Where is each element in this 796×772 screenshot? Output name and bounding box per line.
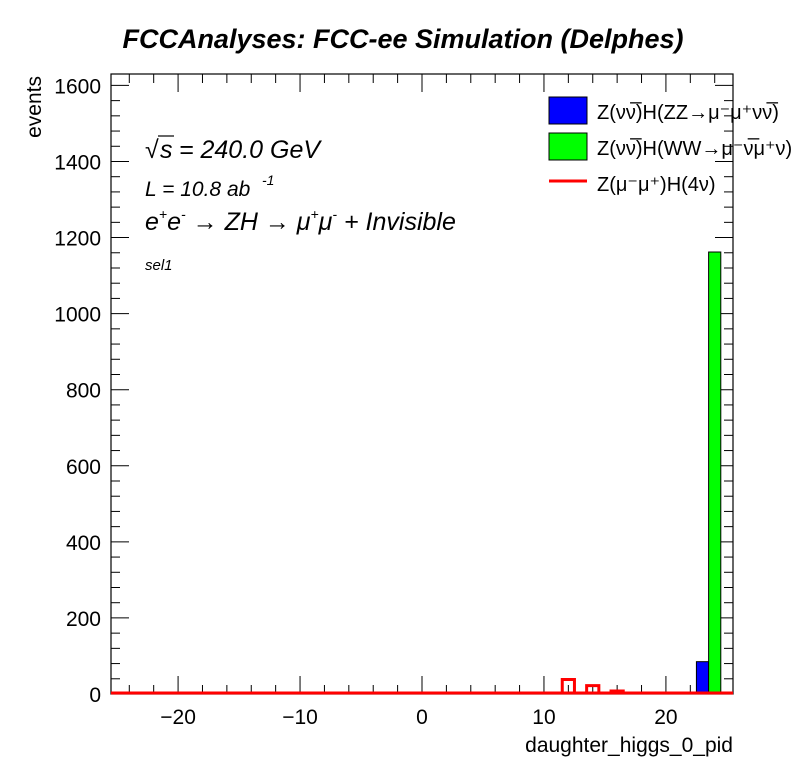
- energy-value: = 240.0 GeV: [172, 136, 322, 164]
- histogram-line-bin-series-2: [585, 684, 601, 694]
- chart-title: FCCAnalyses: FCC-ee Simulation (Delphes): [122, 24, 683, 54]
- energy-s: s: [160, 136, 173, 164]
- lumi-exponent: -1: [262, 172, 274, 188]
- legend-label-ww: Z(νν̅)H(WW→μ⁻ν̅μ⁺ν): [597, 137, 792, 160]
- data-bars: [695, 251, 722, 695]
- legend-label-4nu: Z(μ⁻μ⁺)H(4ν): [597, 174, 716, 196]
- y-tick-label: 0: [89, 684, 101, 707]
- legend-label-zz: Z(νν̅)H(ZZ→μ⁻μ⁺νν̅): [597, 101, 779, 124]
- x-tick-label: −10: [282, 706, 318, 729]
- y-tick-label: 800: [66, 380, 101, 403]
- y-tick-label: 1000: [54, 304, 101, 327]
- y-tick-label: 600: [66, 456, 101, 479]
- x-tick-label: 0: [416, 706, 428, 729]
- plot-frame: [110, 73, 734, 695]
- sqrt-symbol: √: [145, 136, 159, 164]
- y-tick-label: 200: [66, 608, 101, 631]
- selection-label: sel1: [145, 257, 173, 274]
- y-tick-label: 1200: [54, 228, 101, 251]
- y-axis-label: events: [23, 76, 46, 138]
- x-axis-label: daughter_higgs_0_pid: [525, 734, 733, 757]
- y-tick-label: 1400: [54, 151, 101, 174]
- x-tick-label: 20: [654, 706, 677, 729]
- x-axis-ticks: [128, 74, 716, 694]
- annotation-energy: √ s = 240.0 GeV: [145, 135, 322, 164]
- legend: Z(νν̅)H(ZZ→μ⁻μ⁺νν̅) Z(νν̅)H(WW→μ⁻ν̅μ⁺ν) …: [548, 96, 792, 196]
- x-axis-tick-labels: −20 −10 0 10 20: [160, 706, 677, 729]
- legend-swatch-ww: [548, 132, 588, 161]
- legend-swatch-zz: [548, 96, 588, 125]
- y-tick-label: 400: [66, 532, 101, 555]
- y-tick-label: 1600: [54, 75, 101, 98]
- histogram-bar-series-0: [695, 661, 710, 695]
- y-axis-tick-labels: 0 200 400 600 800 1000 1200 1400 1600: [54, 75, 101, 707]
- process-text: e+e- → ZH → μ+μ- + Invisible: [145, 206, 456, 236]
- x-tick-label: 10: [532, 706, 555, 729]
- annotation-process: e+e- → ZH → μ+μ- + Invisible: [145, 206, 456, 236]
- histogram-bar-series-1: [708, 251, 722, 695]
- histogram-line-bin-series-2: [560, 678, 576, 694]
- data-lines: [111, 678, 733, 695]
- annotation-luminosity: L = 10.8 ab -1: [145, 172, 274, 201]
- x-tick-label: −20: [160, 706, 196, 729]
- lumi-text: L = 10.8 ab: [145, 178, 251, 201]
